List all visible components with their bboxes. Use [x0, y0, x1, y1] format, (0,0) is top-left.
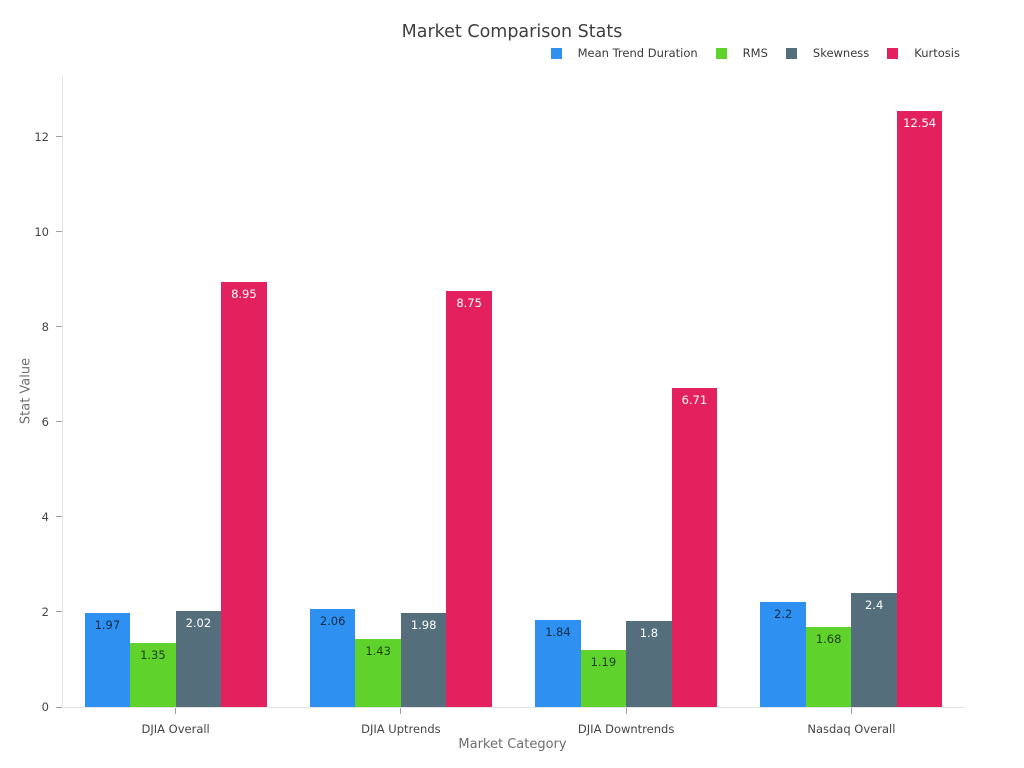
bar-skewness[interactable]: 2.4 — [851, 592, 897, 707]
legend-swatch-icon — [887, 47, 899, 59]
y-tick-label: 0 — [41, 700, 49, 714]
bar-rms[interactable]: 1.35 — [130, 642, 176, 707]
legend-label: Kurtosis — [914, 46, 960, 60]
y-tick-label: 2 — [41, 604, 49, 619]
x-tick-label: DJIA Downtrends — [577, 722, 675, 736]
chart-title: Market Comparison Stats — [401, 22, 623, 42]
bar-skewness[interactable]: 1.98 — [400, 612, 447, 707]
x-tick-mark — [625, 708, 627, 714]
bar-value-label: 1.97 — [94, 618, 121, 633]
bar-kurtosis[interactable]: 8.75 — [446, 291, 492, 707]
bar-kurtosis[interactable]: 12.54 — [896, 111, 943, 707]
y-tick-label: 8 — [41, 319, 49, 334]
legend-item-kurtosis[interactable]: Kurtosis — [887, 46, 960, 60]
bar-mean-trend-duration[interactable]: 2.2 — [760, 602, 806, 707]
plot-area[interactable]: 0 2 4 6 8 10 12 1.97 1.35 2.02 8.95 DJIA Overall 2.0… — [34, 76, 964, 736]
legend-item-skewness[interactable]: Skewness — [785, 46, 870, 60]
bar-value-label: 1.35 — [140, 647, 166, 662]
bar-value-label: 1.98 — [410, 617, 437, 632]
bar-value-label: 2.2 — [773, 607, 793, 622]
y-tick-mark — [56, 421, 62, 423]
bar-kurtosis[interactable]: 6.71 — [671, 388, 718, 707]
bar-rms[interactable]: 1.68 — [805, 627, 852, 707]
bar-value-label: 8.75 — [456, 296, 482, 311]
y-tick-label: 4 — [41, 509, 49, 524]
x-tick-label: Nasdaq Overall — [807, 722, 896, 736]
y-tick-label: 10 — [34, 224, 49, 239]
bar-value-label: 1.84 — [545, 624, 571, 639]
bar-value-label: 1.43 — [365, 644, 391, 659]
bar-rms[interactable]: 1.19 — [580, 650, 627, 707]
bar-value-label: 2.4 — [864, 597, 884, 612]
y-tick-mark — [56, 611, 62, 613]
x-tick-mark — [400, 708, 402, 714]
bar-skewness[interactable]: 1.8 — [626, 621, 672, 707]
bar-value-label: 8.95 — [231, 286, 257, 301]
bar-kurtosis[interactable]: 8.95 — [221, 281, 267, 707]
bar-value-label: 1.19 — [590, 655, 617, 670]
bar-rms[interactable]: 1.43 — [355, 639, 401, 707]
y-tick-mark — [56, 231, 62, 233]
legend-swatch-icon — [715, 47, 727, 59]
bar-value-label: 2.02 — [185, 616, 212, 631]
bar-mean-trend-duration[interactable]: 2.06 — [309, 609, 356, 707]
bar-skewness[interactable]: 2.02 — [175, 611, 222, 707]
bar-value-label: 12.54 — [903, 116, 937, 131]
bar-mean-trend-duration[interactable]: 1.97 — [84, 613, 131, 707]
y-tick-mark — [56, 136, 62, 138]
x-tick-label: DJIA Overall — [141, 722, 210, 736]
bar-value-label: 1.68 — [815, 632, 842, 647]
bar-mean-trend-duration[interactable]: 1.84 — [535, 619, 581, 707]
x-tick-mark — [850, 708, 852, 714]
legend: Mean Trend Duration RMS Skewness Kurtosis — [550, 46, 960, 60]
bar-value-label: 2.06 — [319, 614, 346, 629]
legend-swatch-icon — [550, 47, 562, 59]
legend-item-rms[interactable]: RMS — [715, 46, 768, 60]
y-tick-mark — [56, 516, 62, 518]
legend-label: RMS — [742, 46, 768, 60]
y-tick-mark — [56, 326, 62, 328]
y-axis-title: Stat Value — [18, 357, 34, 425]
x-tick-label: DJIA Uptrends — [361, 722, 441, 736]
legend-swatch-icon — [785, 47, 797, 59]
bar-value-label: 6.71 — [681, 393, 708, 408]
bar-value-label: 1.8 — [639, 626, 659, 641]
legend-label: Mean Trend Duration — [577, 46, 698, 60]
y-tick-label: 6 — [41, 414, 49, 429]
y-tick-label: 12 — [34, 129, 49, 144]
legend-item-mean-trend-duration[interactable]: Mean Trend Duration — [550, 46, 698, 60]
x-axis-title: Market Category — [458, 737, 567, 752]
x-tick-mark — [175, 708, 177, 714]
y-tick-mark — [56, 706, 62, 708]
legend-label: Skewness — [812, 46, 870, 60]
